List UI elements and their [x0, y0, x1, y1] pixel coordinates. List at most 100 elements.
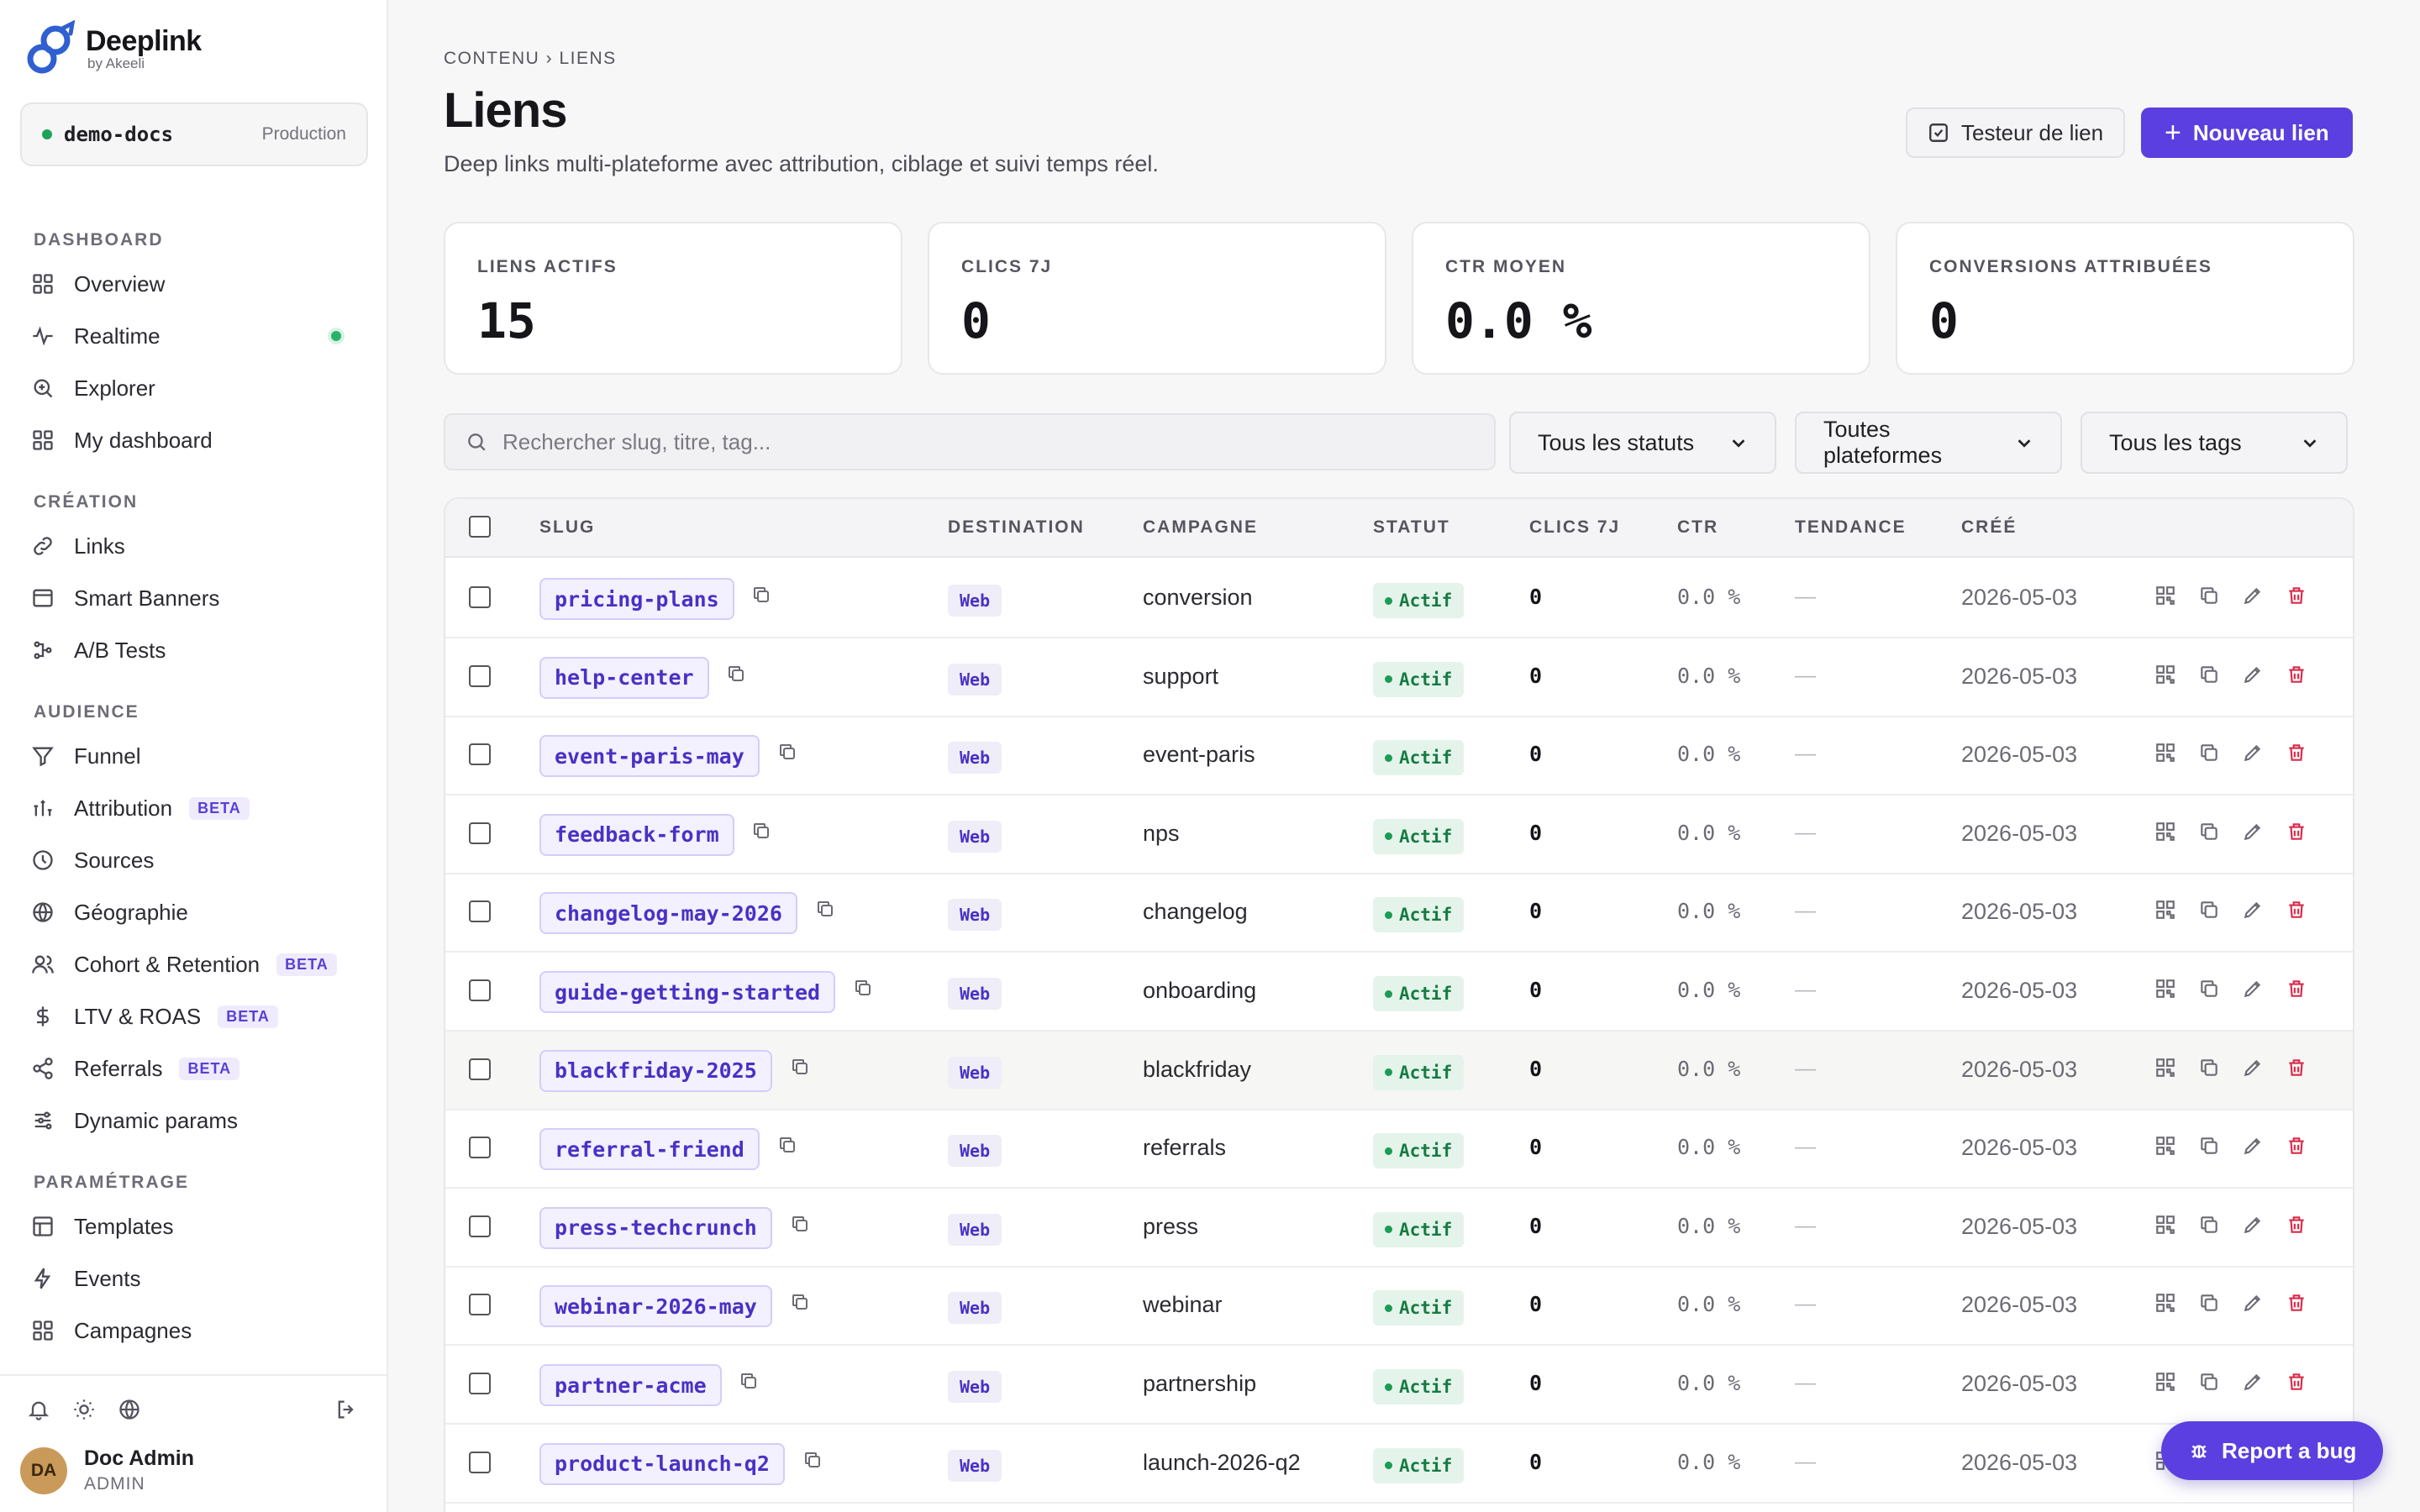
edit-pencil-icon[interactable]	[2242, 899, 2264, 925]
new-link-button[interactable]: + Nouveau lien	[2141, 108, 2353, 158]
edit-pencil-icon[interactable]	[2242, 585, 2264, 611]
duplicate-icon[interactable]	[2198, 664, 2220, 690]
copy-icon[interactable]	[853, 978, 873, 998]
slug-chip[interactable]: press-techcrunch	[539, 1206, 772, 1249]
duplicate-icon[interactable]	[2198, 978, 2220, 1004]
row-checkbox[interactable]	[469, 586, 491, 608]
duplicate-icon[interactable]	[2198, 1135, 2220, 1161]
sidebar-item-campagnes[interactable]: Campagnes	[30, 1309, 366, 1352]
delete-trash-icon[interactable]	[2286, 742, 2307, 768]
column-header-slug[interactable]: SLUG	[539, 517, 596, 537]
copy-icon[interactable]	[790, 1057, 810, 1077]
edit-pencil-icon[interactable]	[2242, 664, 2264, 690]
select-all-checkbox[interactable]	[469, 516, 491, 538]
duplicate-icon[interactable]	[2198, 1292, 2220, 1318]
delete-trash-icon[interactable]	[2286, 1057, 2307, 1083]
platform-filter-select[interactable]: Toutes plateformes	[1795, 412, 2062, 474]
column-header-clicks[interactable]: CLICS 7J	[1529, 517, 1621, 537]
user-profile[interactable]: DA Doc Admin ADMIN	[20, 1446, 194, 1494]
edit-pencil-icon[interactable]	[2242, 1057, 2264, 1083]
sidebar-item-a-b-tests[interactable]: A/B Tests	[30, 628, 366, 672]
copy-icon[interactable]	[777, 742, 797, 762]
row-checkbox[interactable]	[469, 1215, 491, 1237]
qr-code-icon[interactable]	[2154, 1057, 2176, 1083]
slug-chip[interactable]: referral-friend	[539, 1128, 760, 1171]
sidebar-item-funnel[interactable]: Funnel	[30, 734, 366, 778]
duplicate-icon[interactable]	[2198, 585, 2220, 611]
edit-pencil-icon[interactable]	[2242, 1292, 2264, 1318]
logout-icon[interactable]	[334, 1398, 358, 1425]
qr-code-icon[interactable]	[2154, 821, 2176, 847]
table-row[interactable]: blackfriday-2025 Web blackfriday Actif 0…	[445, 1031, 2353, 1110]
slug-chip[interactable]: partner-acme	[539, 1364, 722, 1406]
sidebar-item-explorer[interactable]: Explorer	[30, 366, 366, 410]
copy-icon[interactable]	[739, 1371, 759, 1391]
delete-trash-icon[interactable]	[2286, 978, 2307, 1004]
status-filter-select[interactable]: Tous les statuts	[1509, 412, 1776, 474]
globe-icon[interactable]	[118, 1398, 141, 1425]
table-row[interactable]: help-center Web support Actif 0 0.0 % — …	[445, 638, 2353, 717]
table-row[interactable]: partner-acme Web partnership Actif 0 0.0…	[445, 1346, 2353, 1425]
sidebar-item-referrals[interactable]: Referrals BETA	[30, 1047, 366, 1090]
duplicate-icon[interactable]	[2198, 899, 2220, 925]
table-row[interactable]: event-paris-may Web event-paris Actif 0 …	[445, 717, 2353, 796]
column-header-destination[interactable]: DESTINATION	[948, 517, 1085, 537]
table-row[interactable]: press-techcrunch Web press Actif 0 0.0 %…	[445, 1189, 2353, 1268]
qr-code-icon[interactable]	[2154, 899, 2176, 925]
delete-trash-icon[interactable]	[2286, 1371, 2307, 1397]
copy-icon[interactable]	[790, 1214, 810, 1234]
sidebar-item-g-ographie[interactable]: Géographie	[30, 890, 366, 934]
slug-chip[interactable]: changelog-may-2026	[539, 892, 797, 935]
qr-code-icon[interactable]	[2154, 1371, 2176, 1397]
sidebar-item-ltv-roas[interactable]: LTV & ROAS BETA	[30, 995, 366, 1038]
sidebar-item-overview[interactable]: Overview	[30, 262, 366, 306]
sidebar-item-links[interactable]: Links	[30, 524, 366, 568]
edit-pencil-icon[interactable]	[2242, 978, 2264, 1004]
duplicate-icon[interactable]	[2198, 1057, 2220, 1083]
tags-filter-select[interactable]: Tous les tags	[2081, 412, 2348, 474]
search-input[interactable]	[502, 428, 1477, 455]
copy-icon[interactable]	[751, 821, 771, 841]
edit-pencil-icon[interactable]	[2242, 821, 2264, 847]
qr-code-icon[interactable]	[2154, 664, 2176, 690]
column-header-ctr[interactable]: CTR	[1677, 517, 1719, 537]
copy-icon[interactable]	[802, 1450, 823, 1470]
copy-icon[interactable]	[777, 1135, 797, 1155]
sidebar-item-realtime[interactable]: Realtime	[30, 314, 366, 358]
table-row[interactable]: product-launch-q2 Web launch-2026-q2 Act…	[445, 1425, 2353, 1504]
edit-pencil-icon[interactable]	[2242, 1371, 2264, 1397]
row-checkbox[interactable]	[469, 743, 491, 766]
row-checkbox[interactable]	[469, 900, 491, 923]
slug-chip[interactable]: guide-getting-started	[539, 971, 836, 1013]
column-header-campaign[interactable]: CAMPAGNE	[1143, 517, 1258, 537]
delete-trash-icon[interactable]	[2286, 1214, 2307, 1240]
row-checkbox[interactable]	[469, 1058, 491, 1080]
qr-code-icon[interactable]	[2154, 1214, 2176, 1240]
delete-trash-icon[interactable]	[2286, 821, 2307, 847]
table-row[interactable]: referral-friend Web referrals Actif 0 0.…	[445, 1110, 2353, 1189]
slug-chip[interactable]: blackfriday-2025	[539, 1049, 772, 1092]
qr-code-icon[interactable]	[2154, 1135, 2176, 1161]
edit-pencil-icon[interactable]	[2242, 742, 2264, 768]
sidebar-item-attribution[interactable]: Attribution BETA	[30, 786, 366, 830]
delete-trash-icon[interactable]	[2286, 1292, 2307, 1318]
edit-pencil-icon[interactable]	[2242, 1214, 2264, 1240]
sidebar-item-templates[interactable]: Templates	[30, 1205, 366, 1248]
slug-chip[interactable]: help-center	[539, 656, 709, 699]
qr-code-icon[interactable]	[2154, 978, 2176, 1004]
sidebar-item-sources[interactable]: Sources	[30, 838, 366, 882]
duplicate-icon[interactable]	[2198, 1214, 2220, 1240]
table-row[interactable]: feedback-form Web nps Actif 0 0.0 % — 20…	[445, 795, 2353, 874]
duplicate-icon[interactable]	[2198, 742, 2220, 768]
row-checkbox[interactable]	[469, 1373, 491, 1394]
row-checkbox[interactable]	[469, 979, 491, 1001]
slug-chip[interactable]: feedback-form	[539, 813, 734, 856]
edit-pencil-icon[interactable]	[2242, 1135, 2264, 1161]
sun-icon[interactable]	[72, 1398, 96, 1425]
bell-icon[interactable]	[27, 1398, 50, 1425]
qr-code-icon[interactable]	[2154, 585, 2176, 611]
sidebar-item-dynamic-params[interactable]: Dynamic params	[30, 1099, 366, 1142]
row-checkbox[interactable]	[469, 664, 491, 687]
copy-icon[interactable]	[790, 1292, 810, 1312]
qr-code-icon[interactable]	[2154, 742, 2176, 768]
